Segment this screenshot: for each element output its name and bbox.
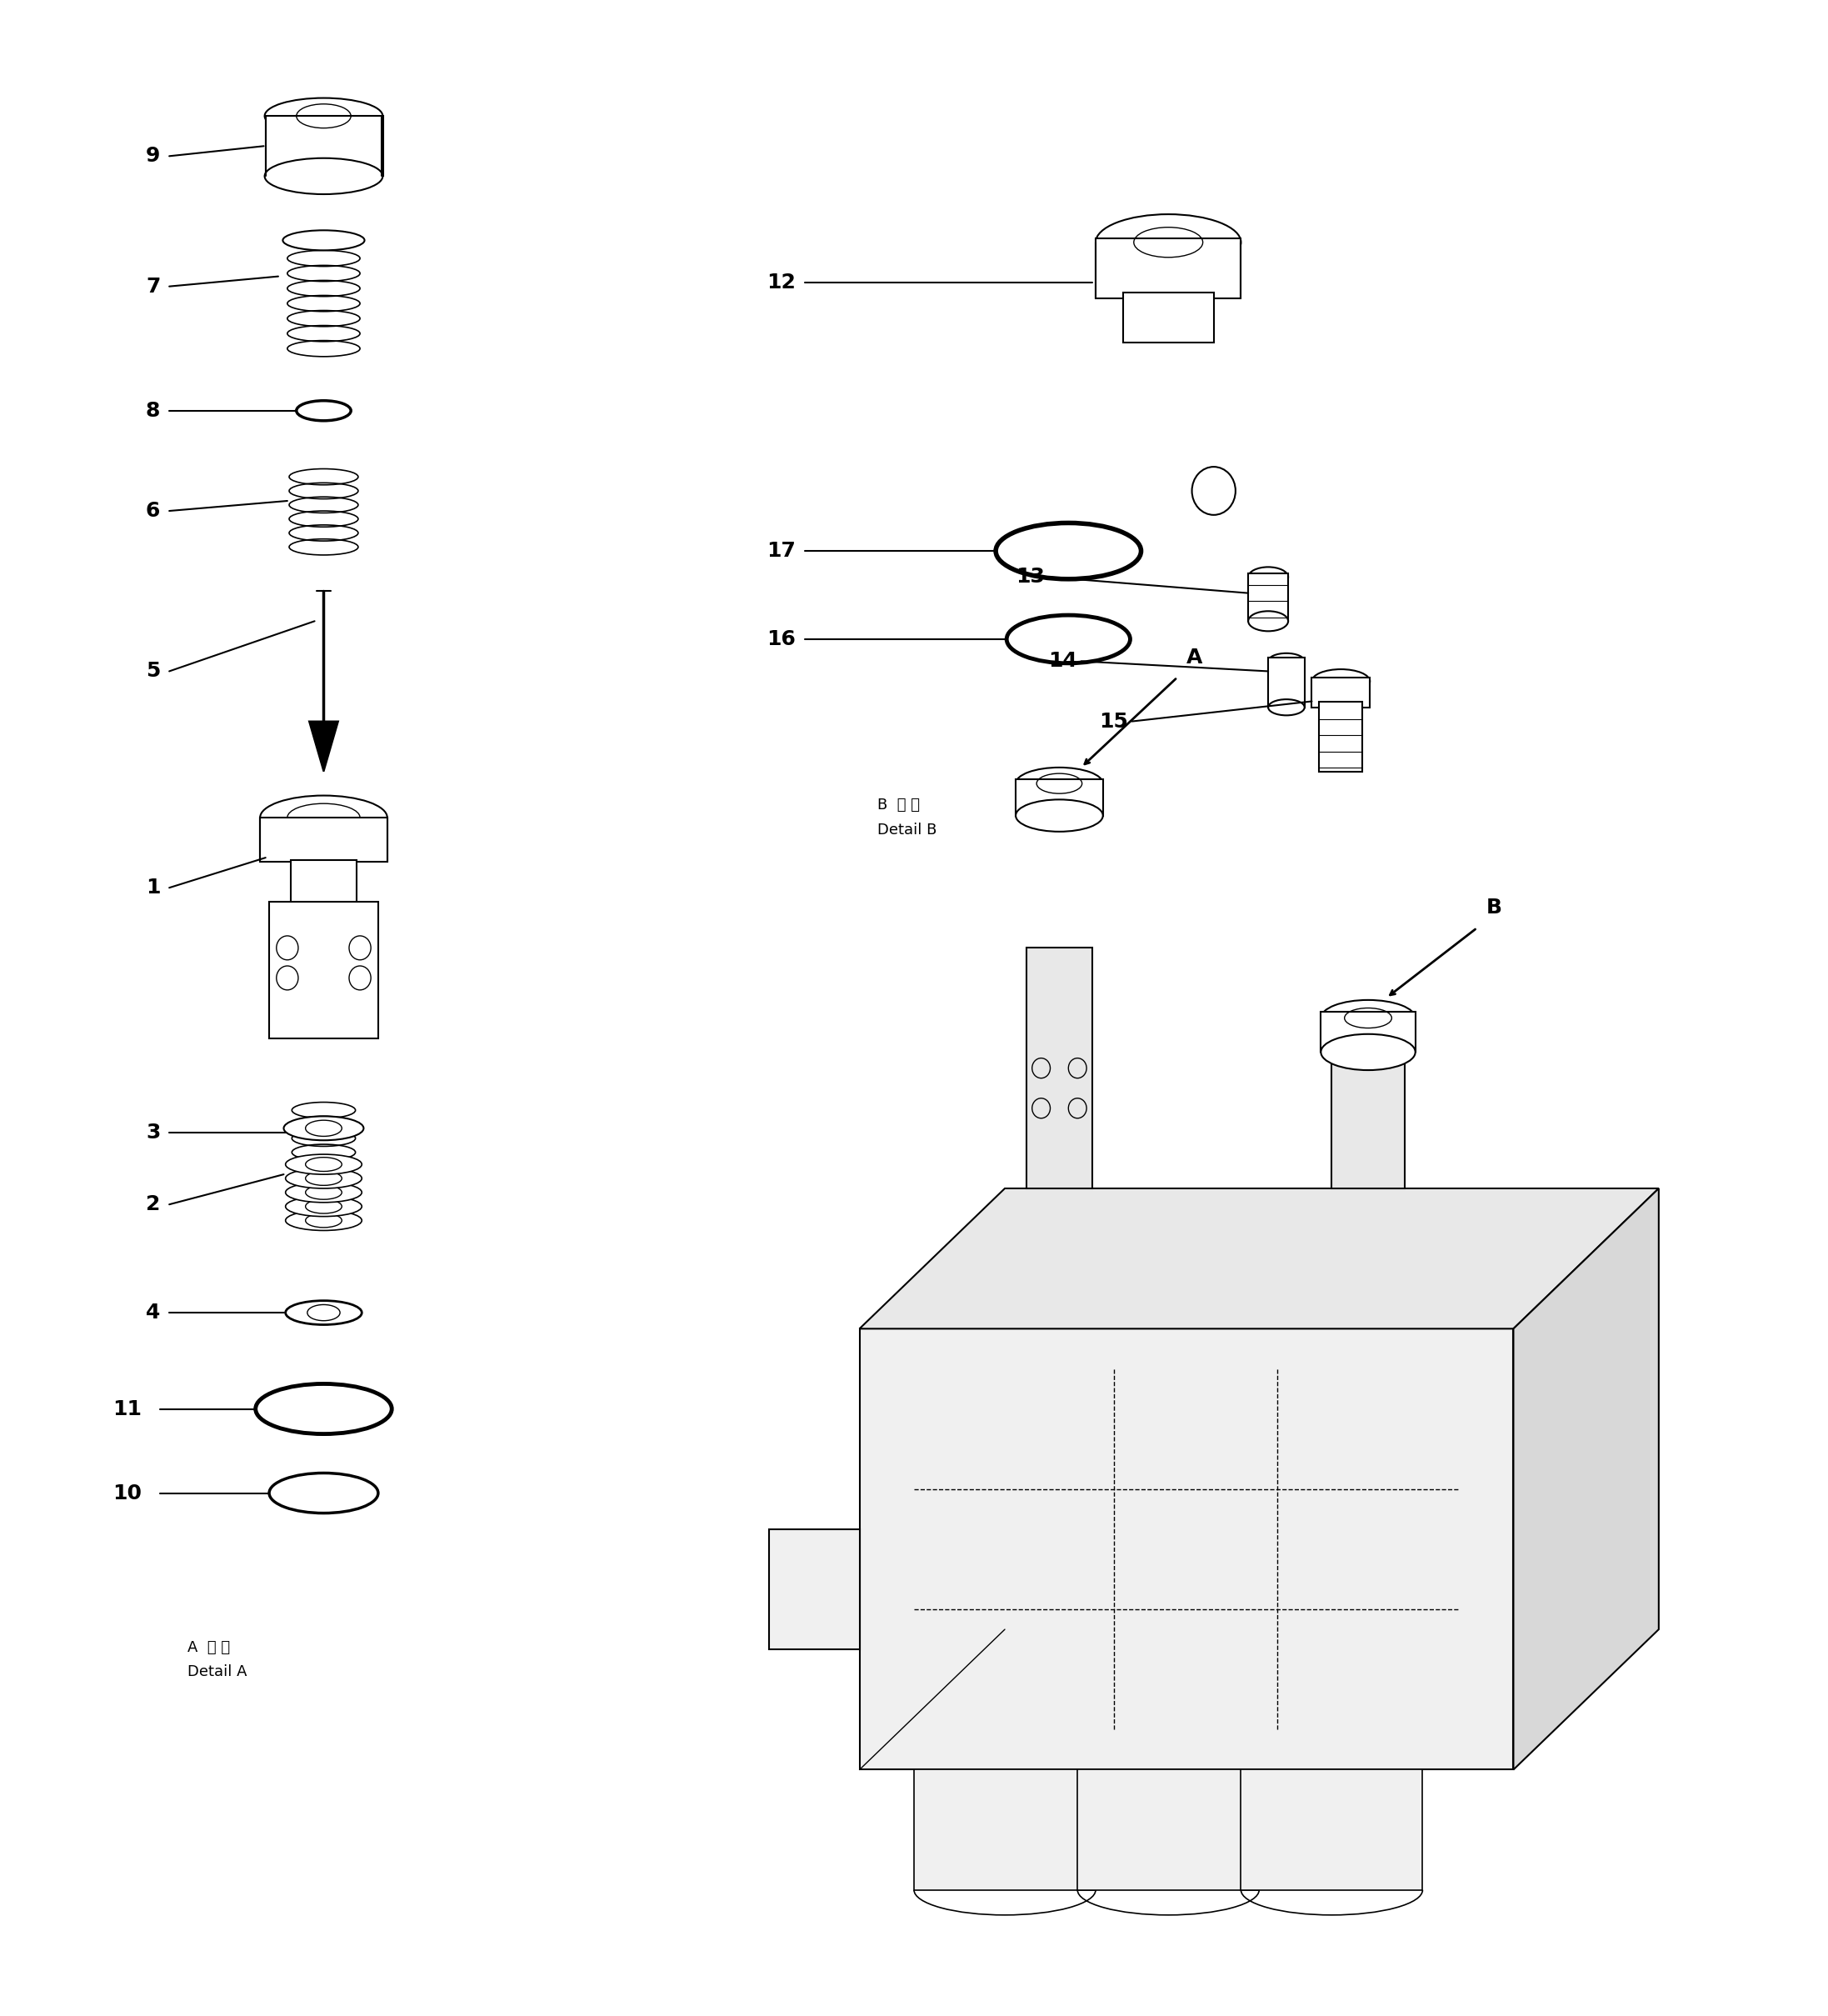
Ellipse shape bbox=[285, 1195, 362, 1216]
Text: B  詳 細
Detail B: B 詳 細 Detail B bbox=[877, 798, 938, 837]
Ellipse shape bbox=[1269, 700, 1305, 716]
Bar bbox=[1320, 702, 1362, 772]
Ellipse shape bbox=[1269, 653, 1305, 669]
Text: 14: 14 bbox=[1049, 651, 1077, 671]
Text: 11: 11 bbox=[113, 1399, 143, 1419]
Bar bbox=[1122, 292, 1214, 343]
Text: B: B bbox=[1486, 897, 1503, 917]
Ellipse shape bbox=[285, 1169, 362, 1187]
Ellipse shape bbox=[1313, 669, 1369, 694]
Text: A  詳 細
Detail A: A 詳 細 Detail A bbox=[188, 1639, 247, 1679]
Bar bbox=[1027, 948, 1091, 1187]
Text: 16: 16 bbox=[768, 629, 795, 649]
Polygon shape bbox=[859, 1187, 1658, 1329]
Text: 15: 15 bbox=[1099, 712, 1128, 732]
Bar bbox=[1333, 1038, 1404, 1187]
Ellipse shape bbox=[265, 157, 382, 194]
Bar bbox=[1016, 780, 1102, 816]
Bar bbox=[265, 117, 384, 175]
Text: 3: 3 bbox=[146, 1123, 161, 1143]
Ellipse shape bbox=[1016, 800, 1102, 833]
Ellipse shape bbox=[283, 1117, 364, 1141]
Ellipse shape bbox=[1016, 768, 1102, 800]
Text: 13: 13 bbox=[1016, 566, 1046, 587]
Ellipse shape bbox=[285, 1183, 362, 1202]
Text: 4: 4 bbox=[146, 1302, 161, 1322]
Ellipse shape bbox=[1095, 214, 1241, 270]
Text: 10: 10 bbox=[113, 1484, 143, 1504]
Bar bbox=[269, 901, 378, 1038]
Polygon shape bbox=[914, 1770, 1095, 1889]
Ellipse shape bbox=[283, 230, 364, 250]
Bar bbox=[1269, 657, 1305, 708]
Ellipse shape bbox=[285, 1300, 362, 1325]
Bar bbox=[1313, 677, 1369, 708]
Polygon shape bbox=[1514, 1187, 1658, 1770]
Text: 5: 5 bbox=[146, 661, 161, 681]
Bar bbox=[1095, 238, 1241, 298]
Polygon shape bbox=[309, 722, 338, 772]
Polygon shape bbox=[1077, 1770, 1259, 1889]
Text: 1: 1 bbox=[146, 877, 161, 897]
Bar bbox=[260, 818, 388, 861]
Text: 17: 17 bbox=[768, 540, 795, 560]
Ellipse shape bbox=[285, 1210, 362, 1230]
Ellipse shape bbox=[1322, 1034, 1415, 1070]
Ellipse shape bbox=[285, 1155, 362, 1175]
Polygon shape bbox=[770, 1530, 859, 1649]
Text: 9: 9 bbox=[146, 145, 161, 165]
Bar bbox=[1249, 573, 1289, 621]
Ellipse shape bbox=[1322, 1000, 1415, 1036]
Ellipse shape bbox=[265, 99, 382, 135]
Bar bbox=[1322, 1012, 1415, 1052]
Text: 12: 12 bbox=[768, 272, 795, 292]
Text: 7: 7 bbox=[146, 276, 161, 296]
Text: 2: 2 bbox=[146, 1193, 161, 1214]
Bar bbox=[291, 859, 356, 907]
Polygon shape bbox=[859, 1329, 1514, 1770]
Ellipse shape bbox=[260, 796, 388, 839]
Text: A: A bbox=[1186, 647, 1203, 667]
Text: 6: 6 bbox=[146, 500, 161, 520]
Ellipse shape bbox=[1249, 566, 1289, 587]
Polygon shape bbox=[1241, 1770, 1422, 1889]
Ellipse shape bbox=[1249, 611, 1289, 631]
Text: 8: 8 bbox=[146, 401, 161, 421]
